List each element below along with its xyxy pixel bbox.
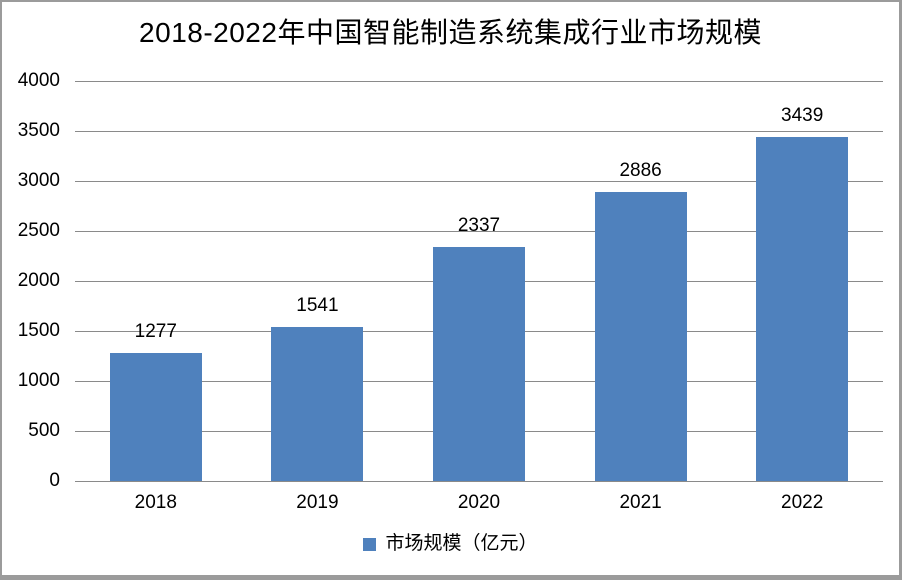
bar-group: 2337	[398, 81, 560, 481]
y-tick-label: 1500	[17, 320, 60, 341]
y-tick-label: 4000	[17, 70, 60, 91]
bar-group: 1541	[237, 81, 399, 481]
bar-group: 3439	[721, 81, 883, 481]
bar	[594, 192, 687, 481]
gridline	[75, 181, 883, 182]
legend: 市场规模（亿元）	[2, 533, 899, 555]
chart-title: 2018-2022年中国智能制造系统集成行业市场规模	[139, 17, 762, 48]
y-tick-label: 3500	[17, 120, 60, 141]
bar-value-label: 2886	[619, 160, 662, 182]
x-tick-label: 2020	[457, 492, 501, 513]
gridline	[75, 81, 883, 82]
bar	[432, 247, 525, 481]
x-axis: 2018 2019 2020 2021 2022	[75, 491, 883, 517]
y-tick-label: 3000	[17, 170, 60, 191]
bar-group: 1277	[75, 81, 237, 481]
bar-group: 2886	[560, 81, 722, 481]
bar	[109, 353, 202, 481]
y-tick-label: 1000	[17, 370, 60, 391]
y-tick-label: 500	[28, 420, 60, 441]
x-tick-label: 2019	[296, 492, 339, 513]
y-tick-label: 2500	[17, 220, 60, 241]
plot-area: 1277 1541 2337 2886 3439	[75, 81, 883, 482]
y-tick-label: 0	[49, 470, 60, 491]
gridline	[75, 231, 883, 232]
bar	[756, 137, 849, 481]
legend-label: 市场规模（亿元）	[385, 533, 538, 554]
x-tick-label: 2018	[134, 492, 177, 513]
bar-value-label: 1541	[296, 294, 339, 316]
bar-value-label: 1277	[134, 321, 177, 343]
bar-value-label: 3439	[781, 105, 824, 127]
gridline	[75, 131, 883, 132]
bar	[271, 326, 364, 481]
bar-value-label: 2337	[457, 215, 501, 237]
legend-swatch-icon	[363, 537, 377, 551]
gridline	[75, 481, 883, 482]
x-tick-label: 2021	[619, 492, 662, 513]
y-axis: 0 500 1000 1500 2000 2500 3000 3500 4000	[2, 70, 60, 491]
x-tick-label: 2022	[781, 492, 824, 513]
y-tick-label: 2000	[17, 270, 60, 291]
